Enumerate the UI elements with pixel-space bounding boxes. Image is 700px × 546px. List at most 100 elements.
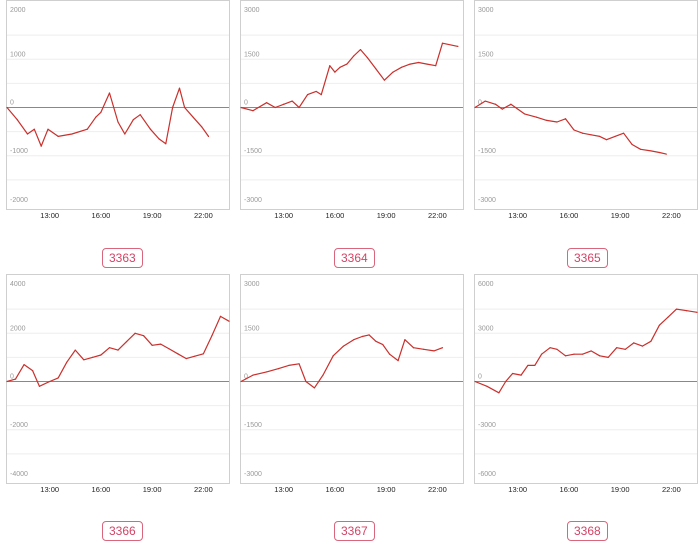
data-point bbox=[95, 116, 97, 118]
y-tick-label: 0 bbox=[244, 374, 248, 381]
y-tick-label: -2000 bbox=[10, 197, 28, 204]
data-point bbox=[599, 355, 601, 357]
data-point bbox=[498, 392, 500, 394]
data-point bbox=[409, 63, 411, 65]
stock-code-badge-3364[interactable]: 3364 bbox=[334, 248, 375, 268]
data-point bbox=[322, 374, 324, 376]
stock-code-badge-3363[interactable]: 3363 bbox=[102, 248, 143, 268]
x-tick-label: 19:00 bbox=[377, 211, 396, 220]
data-point bbox=[581, 132, 584, 134]
data-point bbox=[228, 320, 230, 322]
y-tick-label: 1000 bbox=[10, 51, 26, 58]
data-point bbox=[556, 348, 558, 350]
y-tick-label: -1500 bbox=[244, 422, 262, 429]
data-point bbox=[6, 106, 8, 109]
data-point bbox=[484, 100, 486, 102]
data-point bbox=[404, 339, 406, 341]
x-tick-label: 16:00 bbox=[326, 211, 345, 220]
y-tick-label: -3000 bbox=[478, 422, 496, 429]
data-point bbox=[274, 106, 276, 109]
data-point bbox=[277, 368, 280, 370]
data-point bbox=[624, 348, 626, 350]
y-tick-label: 0 bbox=[10, 100, 14, 107]
y-tick-label: -1500 bbox=[244, 148, 262, 155]
data-point bbox=[366, 57, 368, 59]
y-tick-label: -6000 bbox=[478, 471, 496, 478]
y-tick-label: 6000 bbox=[478, 281, 494, 288]
x-tick-label: 16:00 bbox=[92, 485, 111, 494]
data-point bbox=[132, 118, 134, 121]
data-point bbox=[307, 94, 309, 96]
y-tick-label: -1500 bbox=[478, 148, 496, 155]
y-tick-label: 2000 bbox=[10, 7, 26, 14]
y-tick-label: 1500 bbox=[478, 51, 494, 58]
x-tick-label: 22:00 bbox=[194, 485, 213, 494]
data-point bbox=[342, 345, 345, 347]
stock-code-badge-3366[interactable]: 3366 bbox=[102, 521, 143, 541]
panel-3366: 4000 2000 0 -2000 -4000 13:00 16:00 19:00 22:00 bbox=[6, 274, 230, 494]
data-point bbox=[667, 316, 669, 318]
data-point bbox=[658, 151, 661, 154]
panel-3367: 3000 1500 0 -1500 -3000 13:00 16:00 19:00 22:00 bbox=[240, 274, 464, 494]
data-point bbox=[26, 133, 29, 135]
data-point bbox=[23, 364, 25, 366]
data-point bbox=[117, 349, 119, 351]
x-tick-label: 13:00 bbox=[274, 211, 293, 220]
data-point bbox=[573, 353, 575, 355]
y-tick-label: 0 bbox=[478, 374, 482, 381]
data-point bbox=[288, 364, 290, 367]
data-point bbox=[511, 372, 514, 375]
data-point bbox=[622, 132, 625, 134]
data-point bbox=[252, 374, 254, 376]
data-point bbox=[47, 128, 49, 130]
y-tick-label: 1500 bbox=[244, 325, 260, 332]
data-point bbox=[283, 103, 285, 105]
data-point bbox=[38, 385, 41, 387]
data-point bbox=[332, 355, 334, 357]
data-point bbox=[71, 133, 73, 135]
chart-svg-3367: 3000 1500 0 -1500 -3000 13:00 16:00 19:00 22:00 bbox=[240, 281, 463, 494]
stock-code-badge-3367[interactable]: 3367 bbox=[334, 521, 375, 541]
chart-svg-3366: 4000 2000 0 -2000 -4000 13:00 16:00 19:00 22:00 bbox=[6, 281, 230, 494]
x-tick-label: 19:00 bbox=[611, 485, 630, 494]
panel-3363: 2000 1000 0 -1000 -2000 13:00 16:00 19:00 22:00 bbox=[6, 0, 230, 220]
data-point bbox=[315, 90, 317, 93]
data-point bbox=[546, 119, 548, 121]
series-line-3363 bbox=[6, 87, 209, 147]
data-point bbox=[184, 106, 186, 109]
data-point bbox=[501, 108, 503, 110]
data-point bbox=[240, 380, 242, 383]
data-point bbox=[633, 342, 635, 344]
data-point bbox=[523, 113, 526, 115]
data-point bbox=[158, 138, 160, 140]
data-point bbox=[185, 357, 187, 360]
data-point bbox=[100, 354, 102, 356]
panel-3365: 3000 1500 0 -1500 -3000 13:00 16:00 19:00 22:00 bbox=[474, 0, 698, 220]
data-point bbox=[125, 341, 128, 343]
data-point bbox=[16, 118, 18, 121]
x-tick-label: 22:00 bbox=[428, 485, 447, 494]
data-point bbox=[334, 71, 336, 73]
data-point bbox=[305, 380, 307, 383]
y-tick-label: 3000 bbox=[478, 325, 494, 332]
data-point bbox=[252, 110, 254, 112]
data-point bbox=[298, 106, 300, 109]
data-point bbox=[346, 63, 348, 65]
data-point bbox=[33, 128, 35, 130]
data-point bbox=[631, 143, 633, 146]
data-point bbox=[353, 55, 355, 57]
data-point bbox=[494, 103, 497, 105]
data-point bbox=[486, 385, 488, 387]
stock-code-badge-3365[interactable]: 3365 bbox=[567, 248, 608, 268]
data-point bbox=[339, 66, 341, 68]
data-point bbox=[14, 378, 17, 380]
stock-code-badge-3368[interactable]: 3368 bbox=[567, 521, 608, 541]
panel-3368: 6000 3000 0 -3000 -6000 13:00 16:00 19:00 22:00 bbox=[474, 274, 698, 494]
data-point bbox=[66, 361, 68, 363]
data-point bbox=[556, 121, 558, 123]
data-point bbox=[149, 128, 152, 130]
data-point bbox=[194, 355, 196, 357]
data-point bbox=[313, 387, 316, 389]
data-point bbox=[641, 345, 643, 347]
series-line-3367 bbox=[240, 334, 443, 389]
